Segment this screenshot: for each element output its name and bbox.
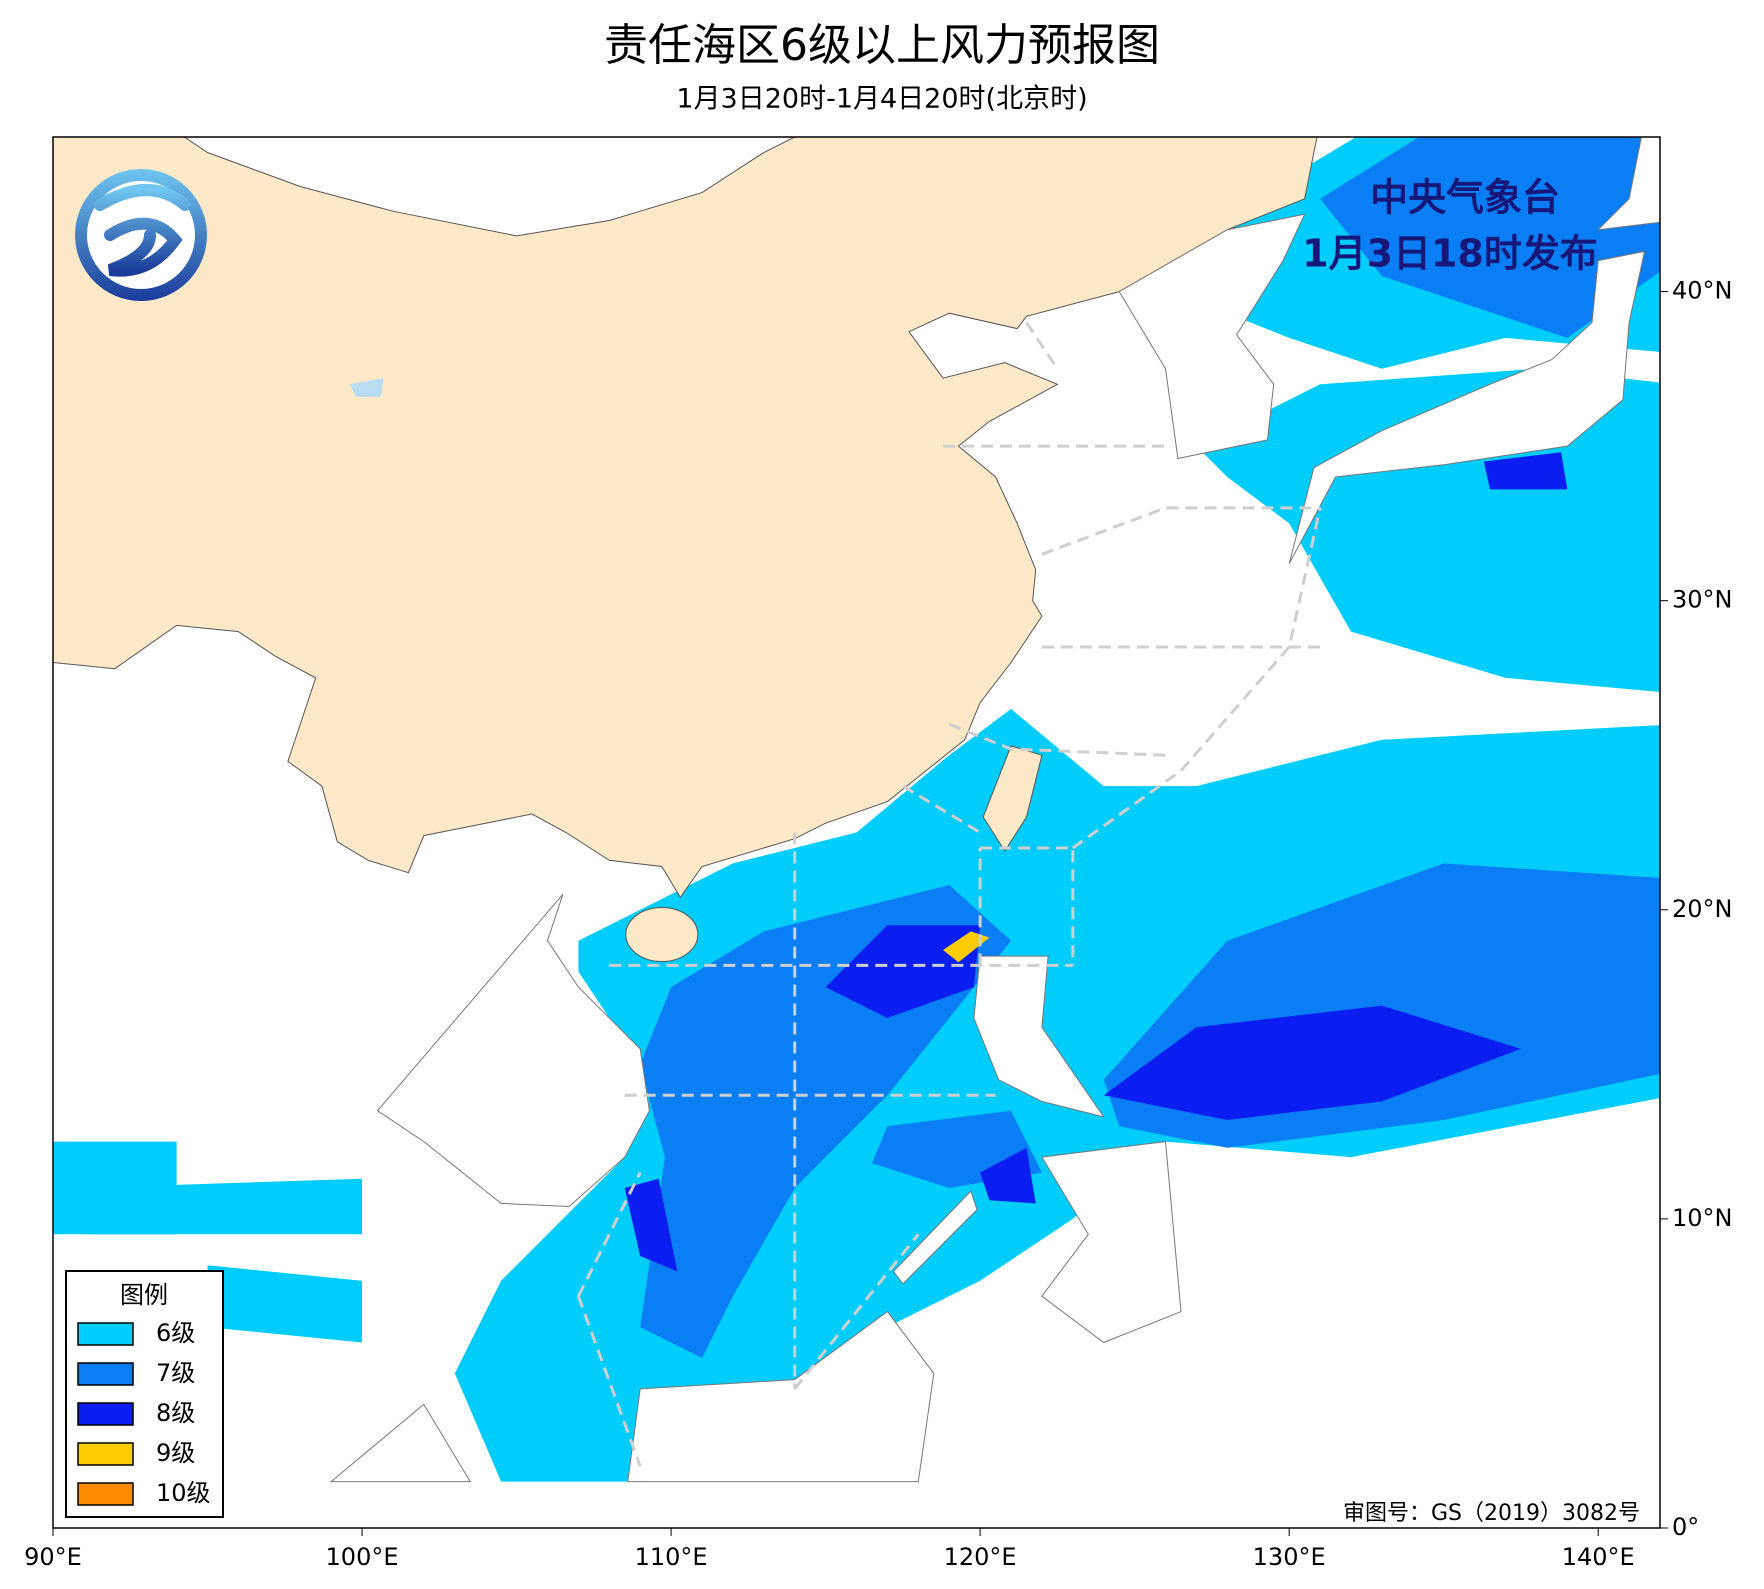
lon-tick-label: 90°E bbox=[24, 1543, 82, 1571]
approval-number: 审图号：GS（2019）3082号 bbox=[1343, 1501, 1640, 1526]
lat-tick-label: 20°N bbox=[1672, 895, 1733, 923]
legend-swatch bbox=[77, 1442, 134, 1466]
sea-area-boundary bbox=[948, 722, 1166, 757]
lat-tick-label: 10°N bbox=[1672, 1204, 1733, 1232]
sea-area-boundary bbox=[793, 1233, 920, 1390]
wind-zone bbox=[1483, 452, 1568, 490]
logo bbox=[75, 169, 207, 301]
legend-title: 图例 bbox=[120, 1281, 168, 1309]
land-outline bbox=[376, 893, 650, 1208]
sea-area-boundary bbox=[577, 1171, 642, 1297]
legend-label: 7级 bbox=[156, 1359, 195, 1387]
land-outline bbox=[1288, 250, 1646, 564]
wind-zone bbox=[624, 1178, 678, 1272]
taiwan bbox=[982, 745, 1043, 852]
wind-zone bbox=[825, 925, 981, 1018]
lat-tick-label: 0° bbox=[1672, 1513, 1699, 1541]
land bbox=[53, 137, 1660, 1483]
lon-tick-label: 100°E bbox=[326, 1543, 399, 1571]
legend-box bbox=[65, 1270, 224, 1518]
land-outline bbox=[1118, 213, 1306, 460]
wind-zone bbox=[1103, 1005, 1521, 1120]
lon-tick-label: 110°E bbox=[635, 1543, 708, 1571]
sea-area-boundary bbox=[980, 846, 1075, 966]
legend-label: 10级 bbox=[156, 1479, 211, 1507]
sea-area-boundary bbox=[1071, 507, 1322, 850]
land-outline bbox=[892, 1190, 978, 1285]
issue-time: 1月3日18时发布 bbox=[1302, 232, 1598, 276]
axes: 90°E 100°E 110°E 120°E 130°E 140°E 0° 10°N 20°N 3… bbox=[24, 277, 1732, 1571]
legend-label: 6级 bbox=[156, 1319, 195, 1347]
china-land bbox=[53, 137, 1318, 899]
logo-glyph bbox=[94, 184, 191, 277]
legend-swatch bbox=[77, 1402, 134, 1426]
wind-zone bbox=[207, 1265, 362, 1343]
issuer: 中央气象台 bbox=[1370, 176, 1560, 220]
land-outline bbox=[1041, 1141, 1182, 1344]
wind-zone bbox=[1320, 137, 1660, 338]
land-outline bbox=[973, 955, 1105, 1118]
wind-zone bbox=[83, 1178, 363, 1235]
legend-swatch bbox=[77, 1482, 134, 1506]
lon-tick-label: 130°E bbox=[1253, 1543, 1326, 1571]
wind-zone bbox=[980, 1147, 1036, 1204]
legend-swatch bbox=[77, 1322, 134, 1346]
subtitle: 1月3日20时-1月4日20时(北京时) bbox=[676, 84, 1087, 115]
sea-area-boundary bbox=[1025, 321, 1059, 370]
wind-zone bbox=[943, 931, 990, 963]
title: 责任海区6级以上风力预报图 bbox=[604, 20, 1160, 71]
qinghai-lake bbox=[349, 378, 384, 397]
land-outline bbox=[329, 1403, 472, 1483]
lon-tick-label: 140°E bbox=[1562, 1543, 1635, 1571]
land-outline bbox=[1596, 137, 1660, 231]
sea-area-boundary bbox=[576, 1295, 642, 1467]
lon-tick-label: 120°E bbox=[944, 1543, 1017, 1571]
legend-label: 9级 bbox=[156, 1439, 195, 1467]
lat-tick-label: 30°N bbox=[1672, 586, 1733, 614]
land-outline bbox=[627, 1310, 935, 1483]
sea-area-boundary bbox=[1041, 506, 1321, 556]
legend-swatch bbox=[77, 1362, 134, 1386]
hainan bbox=[625, 907, 699, 963]
map-frame bbox=[52, 136, 1661, 1529]
sea-area-boundary bbox=[902, 784, 981, 834]
sea-area-boundaries bbox=[576, 321, 1322, 1467]
legend-label: 8级 bbox=[156, 1399, 195, 1427]
legend: 图例 6级 7级 8级 9级 10级 bbox=[65, 1270, 224, 1518]
lat-tick-label: 40°N bbox=[1672, 277, 1733, 305]
